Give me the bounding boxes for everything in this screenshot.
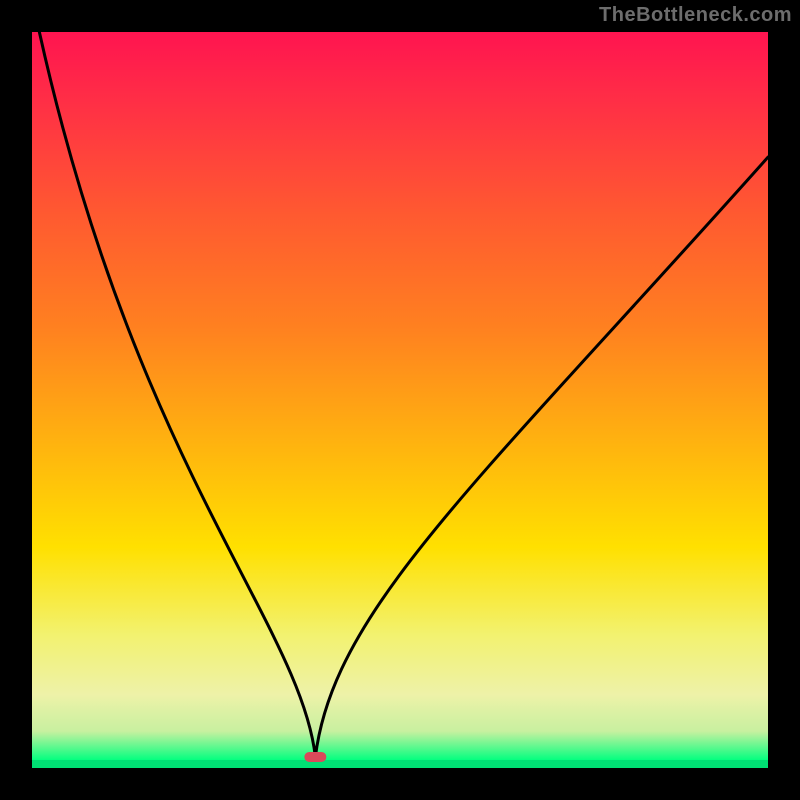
plot-area bbox=[32, 32, 768, 768]
watermark-text: TheBottleneck.com bbox=[599, 4, 792, 27]
chart-frame: TheBottleneck.com bbox=[0, 0, 800, 800]
